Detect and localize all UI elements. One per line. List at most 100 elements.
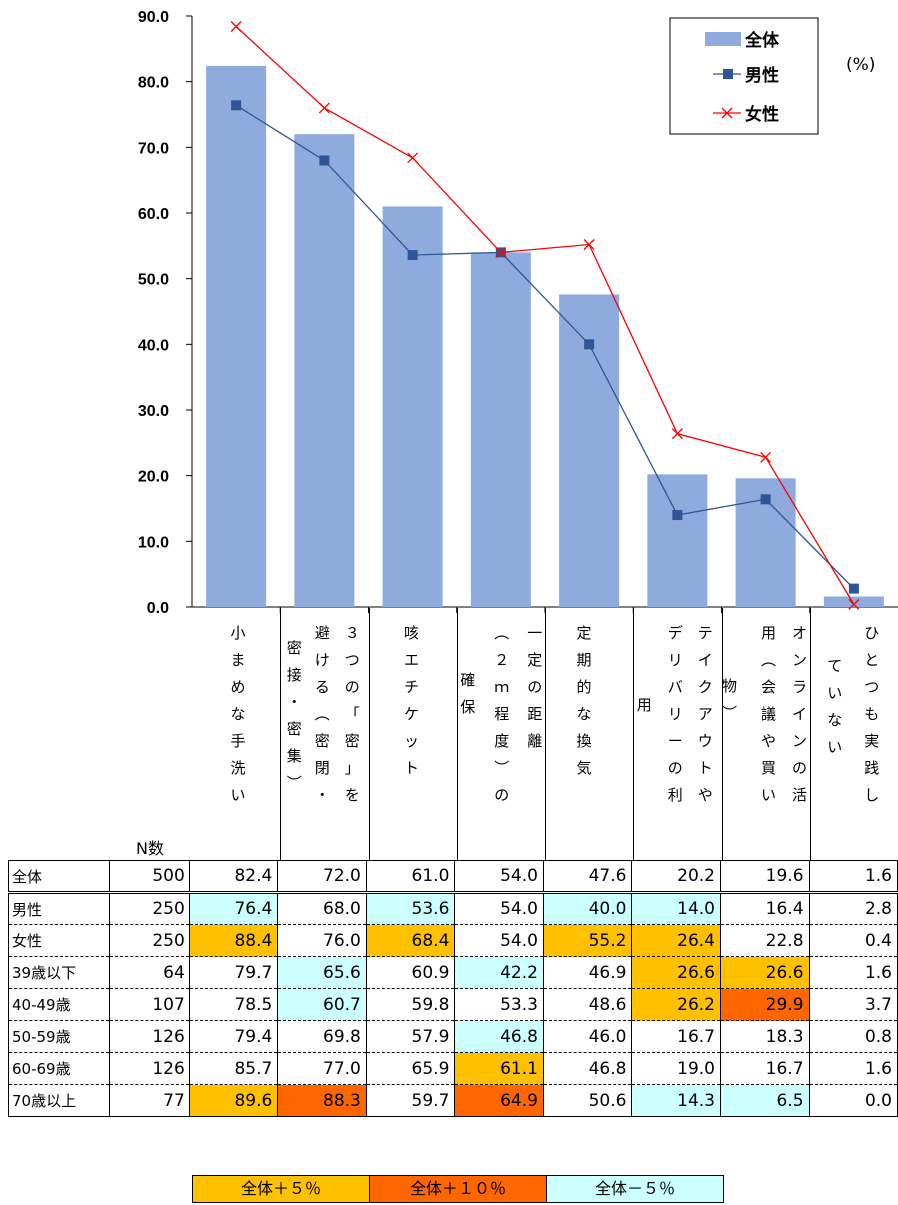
row-n: 107 (109, 988, 190, 1021)
category-char: 程 (494, 705, 510, 723)
category-char: ・ (286, 693, 302, 711)
table-cell: 54.0 (454, 860, 544, 893)
table-cell: 68.0 (277, 892, 367, 925)
point-male (231, 100, 242, 111)
bars (206, 65, 884, 607)
category-char: い (760, 786, 776, 804)
lines (230, 21, 860, 610)
point-female (671, 428, 683, 440)
table-cell: 0.8 (809, 1020, 898, 1053)
category-char: 物 (721, 677, 737, 695)
category-char: つ (864, 678, 880, 696)
table-cell: 14.3 (631, 1084, 721, 1117)
category-label-column: 用 (636, 692, 652, 719)
table-cell: 26.6 (720, 956, 810, 989)
n-count-header: N数 (136, 839, 164, 858)
category-char: と (864, 651, 880, 669)
table-cell: 22.8 (720, 924, 810, 957)
category-char: し (864, 786, 880, 804)
table-cell: 76.0 (277, 924, 367, 957)
highlight-key-item: 全体＋１０％ (369, 1175, 547, 1203)
category-char: や (697, 786, 713, 804)
category-char: め (230, 678, 246, 696)
category-char: ・ (314, 786, 330, 804)
category-label-column: 物 ︶ (722, 673, 738, 727)
category-char: の (527, 678, 543, 696)
category-char: 密 (286, 720, 302, 738)
category-char: も (864, 705, 880, 723)
row-n: 77 (109, 1084, 190, 1117)
category-char: の (667, 759, 683, 777)
table-cell: 46.8 (543, 1052, 633, 1085)
category-label-column: 密接・密集 ︶ (286, 635, 302, 797)
y-tick-label: 20.0 (138, 469, 169, 486)
category-char: ︶ (286, 774, 302, 792)
table-cell: 1.6 (809, 956, 898, 989)
y-tick-label: 30.0 (138, 403, 169, 420)
bar-line-chart: 90.080.070.060.050.040.030.020.010.00.0 … (138, 9, 898, 617)
category-label-column: 定期的な換気 (576, 620, 592, 782)
table-cell: 6.5 (720, 1084, 810, 1117)
category-label-column: 確保 (460, 667, 476, 721)
table-cell: 59.8 (366, 988, 456, 1021)
highlight-key-item: 全体＋５％ (192, 1175, 370, 1203)
category-char: エ (403, 651, 419, 669)
data-table: 全体 500 82.4 72.0 61.0 54.0 47.6 20.2 19.6 1.6 男性 25… (7, 860, 898, 1117)
category-char: 小 (230, 624, 246, 642)
point-male (584, 339, 595, 350)
category-char: ン (791, 732, 807, 750)
category-char: 接 (286, 666, 302, 684)
table-cell: 55.2 (543, 924, 633, 957)
category-char: 」 (344, 759, 360, 777)
table-cell: 65.9 (366, 1052, 456, 1085)
category-char: 避 (314, 624, 330, 642)
table-cell: 53.6 (366, 892, 456, 925)
table-cell: 46.0 (543, 1020, 633, 1053)
point-female (495, 246, 507, 258)
row-n: 126 (109, 1020, 190, 1053)
point-female (230, 21, 242, 32)
y-tick-label: 0.0 (147, 600, 169, 617)
table-cell: 72.0 (277, 860, 367, 893)
category-char: ひ (864, 624, 880, 642)
table-cell: 78.5 (189, 988, 279, 1021)
table-cell: 64.9 (454, 1084, 544, 1117)
category-char: の (344, 678, 360, 696)
category-label: 物 ︶ 用 ︵ 会議や買いオンラインの活 (722, 608, 811, 860)
unit-label: (%) (846, 55, 876, 75)
category-char: ン (791, 651, 807, 669)
category-char: ２ (494, 651, 510, 669)
table-cell: 68.4 (366, 924, 456, 957)
y-tick-label: 70.0 (138, 140, 169, 157)
point-female (583, 239, 595, 250)
category-char: を (344, 786, 360, 804)
row-label: 50-59歳 (7, 1020, 111, 1053)
point-male (672, 510, 683, 521)
category-char: ま (230, 651, 246, 669)
category-char: ト (697, 759, 713, 777)
category-char: 手 (230, 732, 246, 750)
table-cell: 48.6 (543, 988, 633, 1021)
y-tick-label: 40.0 (138, 337, 169, 354)
point-male (319, 155, 330, 166)
category-char: デ (667, 624, 683, 642)
category-label: 用デリバリーの利テイクアウトや (633, 608, 723, 860)
row-label: 60-69歳 (7, 1052, 111, 1085)
table-cell: 19.6 (720, 860, 810, 893)
table-cell: 79.7 (189, 956, 279, 989)
category-char: な (230, 705, 246, 723)
table-cell: 29.9 (720, 988, 810, 1021)
table-row: 50-59歳 126 79.4 69.8 57.9 46.8 46.0 16.7 18.3 0.8 (7, 1020, 898, 1053)
table-cell: 60.9 (366, 956, 456, 989)
category-label-column: 咳エチケット (404, 620, 420, 782)
category-char: リ (667, 651, 683, 669)
y-tick-label: 10.0 (138, 534, 169, 551)
table-cell: 61.0 (366, 860, 456, 893)
row-n: 250 (109, 924, 190, 957)
legend-swatch-total (705, 32, 741, 46)
table-cell: 20.2 (631, 860, 721, 893)
category-char: ー (667, 732, 683, 750)
table-cell: 18.3 (720, 1020, 810, 1053)
row-n: 126 (109, 1052, 190, 1085)
category-char: て (827, 657, 843, 675)
